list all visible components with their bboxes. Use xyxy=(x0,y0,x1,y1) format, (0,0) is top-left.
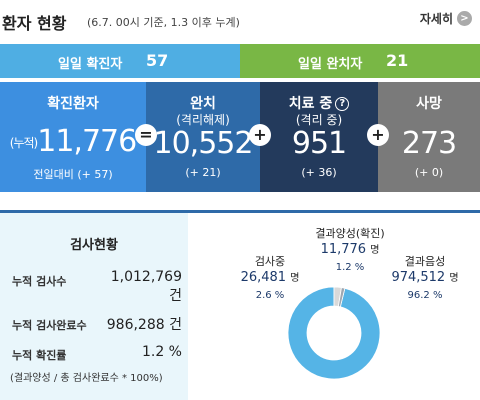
released-subtitle: (격리해제) xyxy=(176,113,230,127)
confirmed-value-row: (누적)11,776 xyxy=(0,124,146,159)
treating-delta: (+ 36) xyxy=(301,166,337,179)
daily-confirmed-value: 57 xyxy=(146,51,169,70)
tests-total-label: 누적 검사수 xyxy=(12,275,67,288)
page-subtitle: (6.7. 00시 기준, 1.3 이후 누계) xyxy=(87,16,240,29)
deaths-value: 273 xyxy=(401,126,457,161)
more-link[interactable]: 자세히 > xyxy=(420,10,472,27)
treating-title: 치료 중 xyxy=(288,96,333,112)
positive-rate-value: 1.2 % xyxy=(141,344,182,360)
positive-rate-label: 누적 확진률 xyxy=(12,349,67,362)
tests-panel: 검사현황 누적 검사수 1,012,769 건 누적 검사완료수 986,288 … xyxy=(0,213,188,400)
treating-title-row: 치료 중? xyxy=(260,93,378,113)
chevron-right-icon: > xyxy=(457,11,472,26)
donut-slice-positive xyxy=(337,287,346,308)
deaths-delta: (+ 0) xyxy=(414,166,444,179)
daily-bar: 일일 확진자 57 일일 완치자 21 xyxy=(0,44,480,78)
tests-completed-value: 986,288 건 xyxy=(106,317,182,333)
test-result-donut xyxy=(287,286,381,380)
donut-slice-negative xyxy=(287,286,381,380)
confirmed-prefix: (누적) xyxy=(9,136,38,150)
stats-row: 확진환자 (누적)11,776 전일대비 (+ 57) 완치 (격리해제) 10… xyxy=(0,82,480,192)
tests-completed-label: 누적 검사완료수 xyxy=(12,319,87,332)
donut-label-positive: 결과양성(확진) 11,776 명 1.2 % xyxy=(315,227,385,273)
confirmed-title: 확진환자 xyxy=(47,96,99,112)
daily-released-value: 21 xyxy=(386,51,409,70)
header: 환자 현황 (6.7. 00시 기준, 1.3 이후 누계) 자세히 > xyxy=(0,0,480,38)
treating-value: 951 xyxy=(291,126,347,161)
plus-icon: + xyxy=(367,124,389,146)
released-title: 완치 xyxy=(190,96,216,112)
daily-released: 일일 완치자 21 xyxy=(240,44,480,78)
deaths-card: 사망 273 (+ 0) xyxy=(378,82,480,192)
donut-panel: 결과양성(확진) 11,776 명 1.2 % 검사중 26,481 명 2.6… xyxy=(188,213,480,400)
confirmed-value: 11,776 xyxy=(37,124,137,159)
daily-released-label: 일일 완치자 xyxy=(298,57,363,72)
tests-total-value: 1,012,769 건 xyxy=(110,269,182,304)
more-label: 자세히 xyxy=(419,12,453,26)
page-title: 환자 현황 xyxy=(2,14,67,33)
plus-icon: + xyxy=(249,124,271,146)
donut-label-negative: 결과음성 974,512 명 96.2 % xyxy=(391,255,459,301)
treating-subtitle: (격리 중) xyxy=(295,113,343,127)
treating-card: 치료 중? (격리 중) 951 (+ 36) xyxy=(260,82,378,192)
donut-label-testing: 검사중 26,481 명 2.6 % xyxy=(240,255,300,301)
released-value: 10,552 xyxy=(153,126,254,161)
confirmed-delta: 전일대비 (+ 57) xyxy=(33,168,113,181)
equals-icon: = xyxy=(135,124,157,146)
daily-confirmed-label: 일일 확진자 xyxy=(58,57,123,72)
released-delta: (+ 21) xyxy=(185,166,221,179)
daily-confirmed: 일일 확진자 57 xyxy=(0,44,240,78)
confirmed-card: 확진환자 (누적)11,776 전일대비 (+ 57) xyxy=(0,82,146,192)
tests-section: 검사현황 누적 검사수 1,012,769 건 누적 검사완료수 986,288 … xyxy=(0,210,480,400)
help-icon[interactable]: ? xyxy=(335,97,350,111)
positive-rate-note: (결과양성 / 총 검사완료수 * 100%) xyxy=(10,373,163,384)
deaths-title: 사망 xyxy=(416,96,442,112)
released-card: 완치 (격리해제) 10,552 (+ 21) xyxy=(146,82,260,192)
tests-title: 검사현황 xyxy=(70,238,118,253)
